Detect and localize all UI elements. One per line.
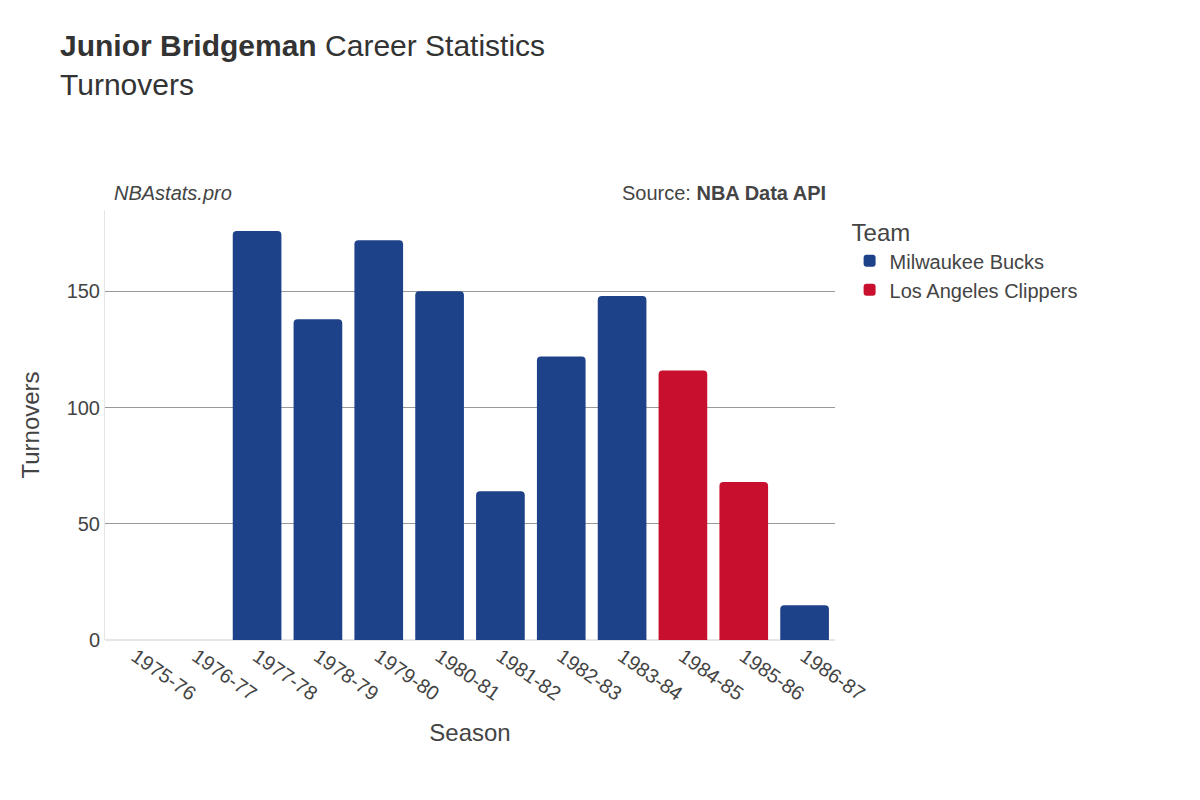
svg-text:1977-78: 1977-78 [249,644,322,704]
svg-text:Source: NBA Data API: Source: NBA Data API [622,182,826,204]
svg-text:1979-80: 1979-80 [371,644,444,704]
svg-text:1982-83: 1982-83 [553,644,626,704]
svg-text:Turnovers: Turnovers [17,371,44,478]
svg-text:Junior Bridgeman Career Statis: Junior Bridgeman Career StatisticsTurnov… [60,29,545,101]
svg-text:NBAstats.pro: NBAstats.pro [114,182,232,204]
svg-text:Los Angeles Clippers: Los Angeles Clippers [890,280,1078,302]
svg-text:1983-84: 1983-84 [614,644,687,704]
svg-text:Milwaukee Bucks: Milwaukee Bucks [890,251,1045,273]
svg-text:50: 50 [78,513,100,535]
svg-text:1980-81: 1980-81 [432,644,505,704]
svg-text:100: 100 [67,397,100,419]
svg-text:1985-86: 1985-86 [736,644,809,704]
svg-text:150: 150 [67,280,100,302]
svg-text:0: 0 [89,629,100,651]
svg-text:Team: Team [852,219,911,246]
svg-text:1986-87: 1986-87 [797,644,870,704]
svg-text:1981-82: 1981-82 [492,644,565,704]
svg-text:1976-77: 1976-77 [188,644,261,704]
svg-text:Season: Season [429,719,510,746]
svg-text:1978-79: 1978-79 [310,644,383,704]
svg-text:1984-85: 1984-85 [675,644,748,704]
svg-text:1975-76: 1975-76 [127,644,200,704]
